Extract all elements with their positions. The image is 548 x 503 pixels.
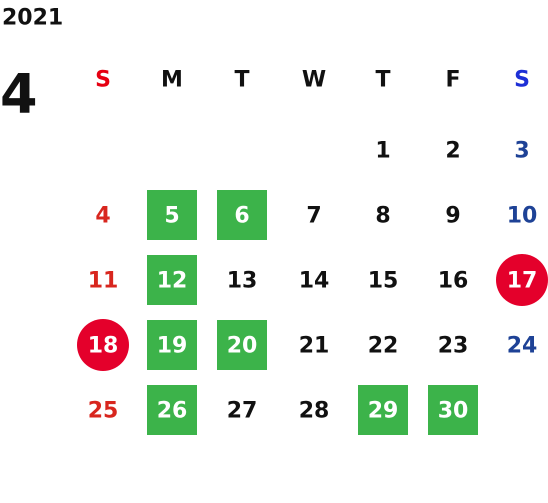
day: 13 — [227, 269, 258, 294]
highlight-square — [428, 385, 478, 435]
day: 28 — [299, 399, 330, 424]
day: 4 — [95, 204, 110, 229]
highlight-square — [217, 190, 267, 240]
day: 19 — [157, 334, 188, 359]
day: 17 — [507, 269, 538, 294]
day: 30 — [438, 399, 469, 424]
day: 18 — [88, 334, 119, 359]
day: 9 — [445, 204, 460, 229]
weekday: S — [95, 68, 111, 93]
day: 6 — [234, 204, 249, 229]
day: 15 — [368, 269, 399, 294]
day: 27 — [227, 399, 258, 424]
day: 1 — [375, 139, 390, 164]
day: 7 — [306, 204, 321, 229]
day: 29 — [368, 399, 399, 424]
day: 11 — [88, 269, 119, 294]
highlight-square — [358, 385, 408, 435]
day: 25 — [88, 399, 119, 424]
day: 14 — [299, 269, 330, 294]
month: 4 — [0, 63, 38, 126]
day: 26 — [157, 399, 188, 424]
weekday: T — [234, 68, 249, 93]
highlight-circle — [77, 319, 129, 371]
day: 24 — [507, 334, 538, 359]
day: 20 — [227, 334, 258, 359]
highlight-square — [217, 320, 267, 370]
weekday: M — [161, 68, 183, 93]
year: 2021 — [2, 6, 63, 31]
day: 12 — [157, 269, 188, 294]
highlight-square — [147, 190, 197, 240]
day: 21 — [299, 334, 330, 359]
day: 3 — [514, 139, 529, 164]
day: 16 — [438, 269, 469, 294]
day: 8 — [375, 204, 390, 229]
day: 22 — [368, 334, 399, 359]
day: 10 — [507, 204, 538, 229]
weekday: F — [445, 68, 460, 93]
day: 5 — [164, 204, 179, 229]
day: 23 — [438, 334, 469, 359]
weekday: T — [375, 68, 390, 93]
highlight-square — [147, 385, 197, 435]
highlight-square — [147, 320, 197, 370]
weekday: S — [514, 68, 530, 93]
highlight-square — [147, 255, 197, 305]
weekday: W — [302, 68, 326, 93]
highlight-circle — [496, 254, 548, 306]
day: 2 — [445, 139, 460, 164]
